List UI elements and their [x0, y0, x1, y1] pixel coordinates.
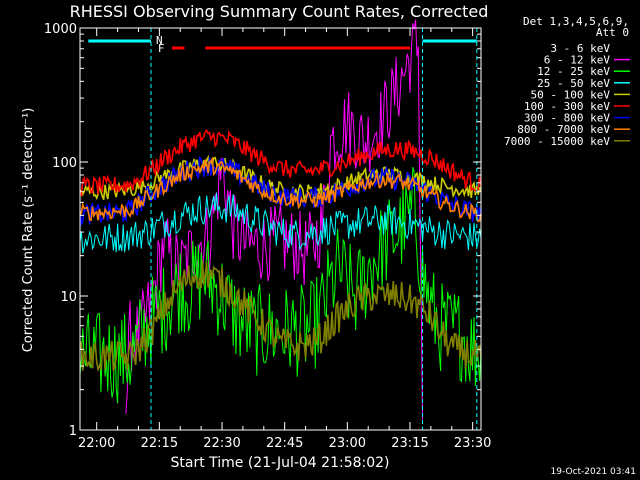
x-tick-label: 23:30 [454, 436, 491, 451]
legend-entry-label: 100 - 300 keV [524, 100, 610, 113]
series-line [79, 192, 482, 254]
x-axis: 22:00 22:15 22:30 22:45 23:00 23:15 23:30 [78, 28, 491, 451]
y-tick-label: 1 [69, 424, 77, 439]
y-axis-label: Corrected Count Rate (s⁻¹ detector⁻¹) [21, 108, 36, 353]
x-axis-label: Start Time (21-Jul-04 21:58:02) [170, 455, 389, 471]
y-tick-label: 100 [52, 156, 77, 171]
x-tick-label: 23:00 [329, 436, 366, 451]
legend-entry-label: 300 - 800 keV [524, 112, 610, 125]
legend-entry-label: 12 - 25 keV [537, 65, 610, 78]
flare-flag-label: F [158, 42, 165, 55]
x-tick-label: 22:00 [78, 436, 115, 451]
chart-title: RHESSI Observing Summary Count Rates, Co… [70, 2, 489, 21]
x-tick-label: 22:15 [141, 436, 178, 451]
plot-frame [79, 27, 482, 431]
x-tick-label: 22:45 [266, 436, 303, 451]
series-line [79, 129, 482, 198]
legend-entry-label: 3 - 6 keV [550, 42, 610, 55]
legend-entry-label: 6 - 12 keV [544, 54, 611, 67]
night-flag-label: N [156, 34, 163, 47]
legend-header: Det 1,3,4,5,6,9, [523, 15, 629, 28]
x-tick-label: 23:15 [391, 436, 428, 451]
legend-header: Att 0 [596, 26, 629, 39]
y-tick-label: 10 [60, 290, 77, 305]
y-axis: 1 10 100 1000 [44, 22, 481, 439]
legend-entry-label: 800 - 7000 keV [517, 123, 610, 136]
legend-entry-label: 25 - 50 keV [537, 77, 610, 90]
series-line [125, 19, 423, 420]
series-line [79, 260, 482, 373]
y-tick-label: 1000 [44, 22, 77, 37]
timestamp: 19-Oct-2021 03:41 [551, 467, 636, 477]
x-tick-label: 22:30 [203, 436, 240, 451]
legend-entry-label: 7000 - 15000 keV [504, 135, 610, 148]
series-line [79, 156, 482, 223]
plot-series [79, 19, 482, 431]
legend-entry-label: 50 - 100 keV [531, 88, 611, 101]
flag-layer: NF [88, 28, 478, 430]
